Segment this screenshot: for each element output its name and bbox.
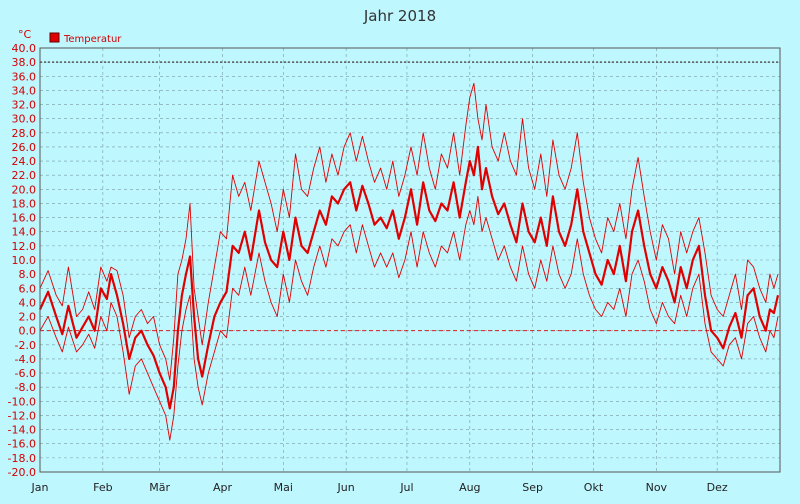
y-tick-label: 22.0 — [12, 169, 37, 182]
x-tick-label: Sep — [522, 481, 543, 494]
y-tick-label: 14.0 — [12, 226, 37, 239]
y-tick-label: 30.0 — [12, 113, 37, 126]
temperature-range-line — [39, 82, 779, 381]
temperature-mean-line — [38, 145, 780, 410]
y-tick-label: 8.0 — [19, 268, 37, 281]
y-axis-unit: °C — [18, 28, 32, 41]
y-tick-label: -4.0 — [15, 353, 36, 366]
temperature-range-line — [39, 195, 779, 441]
y-tick-label: 34.0 — [12, 84, 37, 97]
x-tick-label: Nov — [646, 481, 668, 494]
y-axis-ticks: 40.038.036.034.0 32.030.028.026.024.022.0… — [8, 42, 36, 479]
y-tick-label: 24.0 — [12, 155, 37, 168]
y-tick-label: -12.0 — [8, 409, 36, 422]
y-tick-label: 12.0 — [12, 240, 37, 253]
x-tick-label: Jul — [399, 481, 413, 494]
y-tick-label: 28.0 — [12, 127, 37, 140]
legend-swatch — [49, 32, 60, 43]
legend: Temperatur — [49, 32, 122, 45]
y-tick-label: 26.0 — [12, 141, 37, 154]
plot-frame — [39, 47, 781, 473]
y-tick-label: 4.0 — [19, 296, 37, 309]
x-tick-label: Dez — [707, 481, 728, 494]
y-tick-label: -14.0 — [8, 424, 36, 437]
x-tick-label: Jun — [337, 481, 355, 494]
chart-title: Jahr 2018 — [363, 7, 436, 25]
y-tick-label: 38.0 — [12, 56, 37, 69]
reference-lines — [40, 61, 780, 332]
y-tick-label: 40.0 — [12, 42, 37, 55]
y-tick-label: -6.0 — [15, 367, 36, 380]
y-tick-label: 0.0 — [19, 325, 37, 338]
y-tick-label: -16.0 — [8, 438, 36, 451]
y-tick-label: -2.0 — [15, 339, 36, 352]
y-tick-label: 6.0 — [19, 282, 37, 295]
x-tick-label: Apr — [213, 481, 233, 494]
x-tick-label: Mär — [149, 481, 170, 494]
y-tick-label: 16.0 — [12, 212, 37, 225]
legend-label: Temperatur — [63, 34, 122, 45]
x-tick-label: Mai — [274, 481, 293, 494]
x-tick-label: Feb — [93, 481, 112, 494]
y-tick-label: 20.0 — [12, 183, 37, 196]
y-tick-label: -18.0 — [8, 452, 36, 465]
y-tick-label: -20.0 — [8, 466, 36, 479]
y-tick-label: 10.0 — [12, 254, 37, 267]
y-tick-label: 32.0 — [12, 99, 37, 112]
y-tick-label: 36.0 — [12, 70, 37, 83]
x-tick-label: Aug — [459, 481, 480, 494]
y-tick-label: -8.0 — [15, 381, 36, 394]
x-tick-label: Okt — [584, 481, 604, 494]
x-tick-label: Jan — [31, 481, 49, 494]
y-tick-label: 18.0 — [12, 197, 37, 210]
series-group — [38, 82, 780, 441]
y-tick-label: 2.0 — [19, 311, 37, 324]
y-tick-label: -10.0 — [8, 395, 36, 408]
x-axis-ticks: Jan Feb Mär Apr Mai Jun Jul Aug Sep Okt Nov Dez — [31, 481, 728, 494]
